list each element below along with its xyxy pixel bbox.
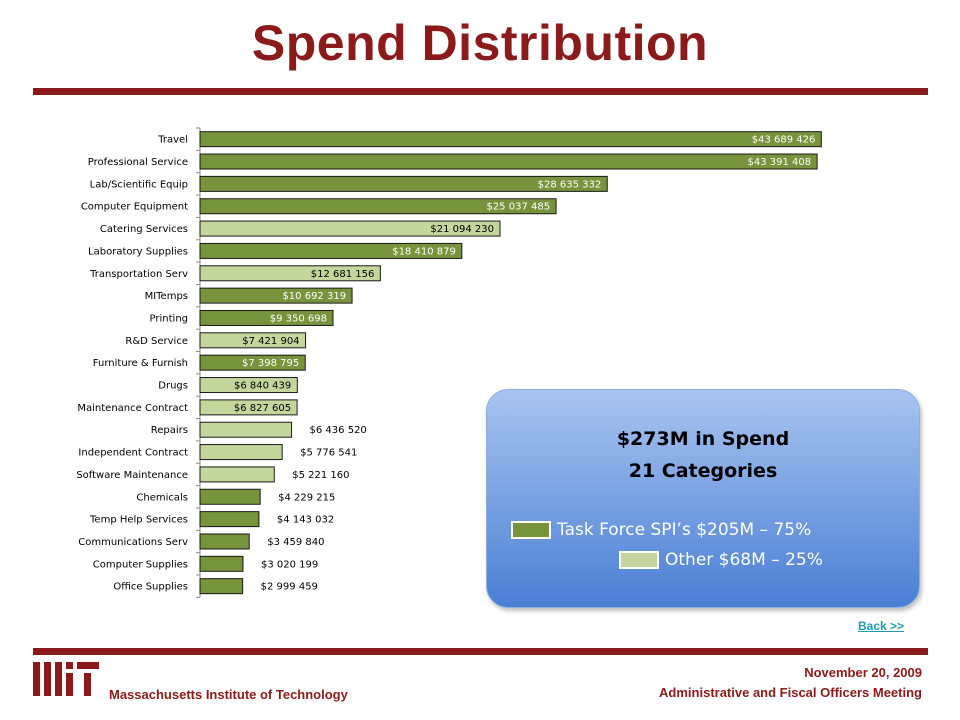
bar-1: [199, 131, 822, 148]
category-label: Drugs: [158, 381, 188, 392]
bar-21: [199, 578, 244, 595]
institution-name: Massachusetts Institute of Technology: [109, 687, 348, 702]
value-label: $25 037 485: [486, 202, 550, 213]
category-label: Communications Serv: [78, 537, 188, 548]
legend-swatch-task-force: [511, 521, 551, 539]
spend-bar-chart: Travel $43 689 426 Professional Service $43…: [76, 127, 822, 598]
value-label: $43 391 408: [747, 157, 811, 168]
category-label: Independent Contract: [78, 448, 188, 459]
category-label: Printing: [150, 313, 188, 324]
bar-10: [199, 332, 307, 349]
legend-label-task-force: Task Force SPI’s $205M – 75%: [557, 520, 812, 540]
category-label: Furniture & Furnish: [93, 358, 188, 369]
value-label: $28 635 332: [538, 179, 602, 190]
footer-divider: [33, 648, 928, 655]
legend-item-task-force: Task Force SPI’s $205M – 75%: [511, 518, 811, 542]
bar-3: [199, 175, 608, 192]
value-label: $3 020 199: [261, 559, 318, 570]
total-spend-text: $273M in Spend: [616, 428, 790, 450]
bar-5: [199, 220, 501, 237]
title-divider: [33, 88, 928, 95]
category-label: Lab/Scientific Equip: [90, 179, 188, 190]
category-label: Chemicals: [136, 492, 188, 503]
value-label: $3 459 840: [267, 537, 324, 548]
category-label: Temp Help Services: [89, 515, 188, 526]
category-label: MITemps: [145, 291, 188, 302]
bar-15: [199, 444, 283, 461]
value-label: $21 094 230: [430, 224, 494, 235]
value-label: $10 692 319: [282, 291, 346, 302]
category-label: Professional Service: [88, 157, 188, 168]
value-label: $4 229 215: [278, 492, 335, 503]
legend-swatch-other: [619, 551, 659, 569]
legend-label-other: Other $68M – 25%: [665, 550, 823, 570]
value-label: $2 999 459: [261, 582, 318, 593]
category-label: Office Supplies: [113, 582, 188, 593]
bar-4: [199, 198, 557, 215]
category-label: Transportation Serv: [89, 269, 188, 280]
value-label: $4 143 032: [277, 515, 334, 526]
back-link[interactable]: Back >>: [858, 619, 905, 633]
value-label: $6 840 439: [234, 381, 291, 392]
mit-logo-icon: [33, 662, 99, 696]
category-label: Travel: [157, 135, 188, 146]
value-label: $6 827 605: [234, 403, 291, 414]
category-label: Computer Equipment: [81, 202, 188, 213]
category-label: R&D Service: [125, 336, 188, 347]
bar-8: [199, 287, 353, 304]
bar-6: [199, 242, 463, 259]
bar-16: [199, 466, 275, 483]
bar-7: [199, 265, 381, 282]
value-label: $9 350 698: [270, 313, 327, 324]
value-label: $43 689 426: [752, 135, 816, 146]
category-label: Repairs: [151, 425, 188, 436]
meeting-date: November 20, 2009: [804, 665, 922, 680]
value-label: $6 436 520: [310, 425, 367, 436]
value-label: $5 221 160: [292, 470, 349, 481]
bar-20: [199, 555, 244, 572]
bar-13: [199, 399, 298, 416]
value-label: $5 776 541: [300, 448, 357, 459]
value-label: $18 410 879: [392, 246, 456, 257]
category-label: Laboratory Supplies: [88, 246, 188, 257]
bar-14: [199, 421, 293, 438]
bar-19: [199, 533, 250, 550]
slide-title: Spend Distribution: [251, 15, 709, 71]
spend-summary-box: $273M in Spend 21 Categories Task Force …: [486, 389, 920, 608]
bar-2: [199, 153, 818, 170]
category-count-text: 21 Categories: [628, 460, 778, 482]
category-label: Catering Services: [100, 224, 188, 235]
category-label: Computer Supplies: [93, 559, 188, 570]
value-label: $7 398 795: [242, 358, 299, 369]
bar-11: [199, 354, 306, 371]
category-label: Software Maintenance: [76, 470, 188, 481]
meeting-name: Administrative and Fiscal Officers Meeti…: [659, 685, 922, 700]
value-label: $12 681 156: [311, 269, 375, 280]
value-label: $7 421 904: [242, 336, 299, 347]
bar-12: [199, 377, 298, 394]
legend-item-other: Other $68M – 25%: [619, 548, 823, 572]
bar-9: [199, 309, 334, 326]
bar-18: [199, 511, 260, 528]
bar-17: [199, 488, 261, 505]
category-label: Maintenance Contract: [77, 403, 188, 414]
